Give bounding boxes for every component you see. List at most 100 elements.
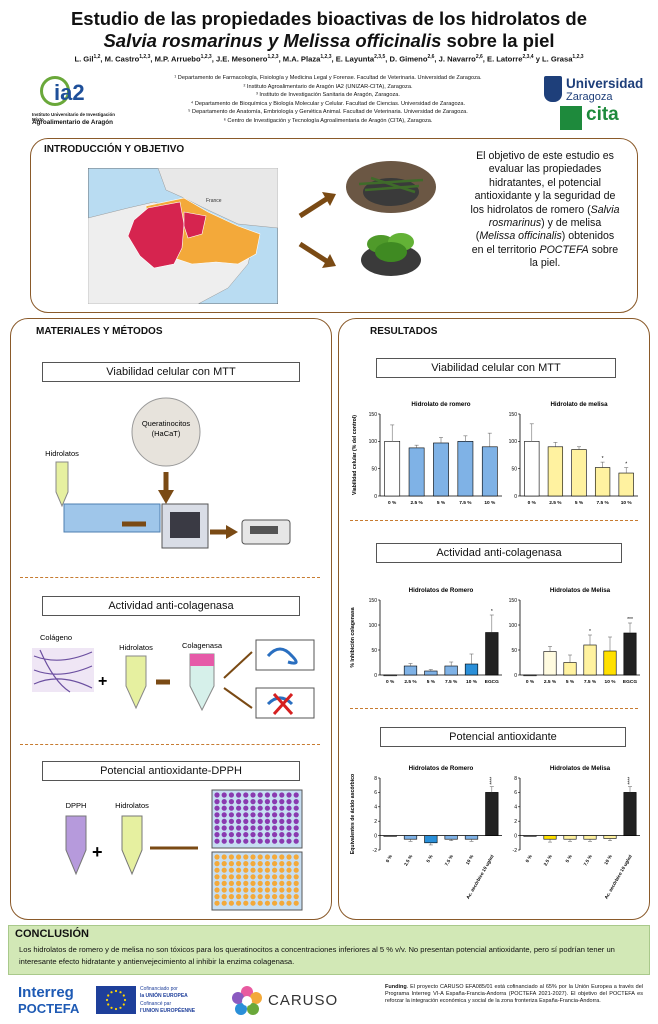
plate-well [264,900,270,906]
chart-bar [524,441,540,497]
dpph-label: DPPH [66,801,87,810]
chart-title: Hidrolatos de Melisa [550,765,611,772]
plate-well [214,880,220,886]
chart-bar [444,665,458,676]
caruso-logo-text: CARUSO [268,992,339,1009]
plate-well [272,832,278,838]
ia2-caption-1: Instituto Universitario de Investigación… [32,112,116,122]
plate-well [286,880,292,886]
unizar-logo: Universidad Zaragoza [544,76,654,106]
eu-star [122,994,125,997]
plate-well [257,861,263,867]
plate-well [228,799,234,805]
chart-xtick-label: 5 % [575,500,584,506]
ia2-caption-2: Agroalimentario de Aragón [32,119,113,126]
affiliation-line: ³ Instituto de Investigación Sanitaria d… [256,92,400,99]
interreg-logo: Interreg POCTEFA [18,984,90,1018]
plate-well [250,874,256,880]
chart-ytick-label: 50 [371,466,377,472]
eu-star [110,991,113,994]
author-list: L. Gil1,2, M. Castro1,2,3, M.P. Arruebo1… [74,54,584,64]
plate-well [214,854,220,860]
chart-xtick-label: 2.5 % [543,854,553,867]
funding-text: Funding. El proyecto CARUSO EFA085/01 es… [385,984,643,1005]
chart-bar [543,835,557,840]
plate-well [279,812,285,818]
chart-xtick-label: 2.5 % [410,500,423,506]
plate-well [257,818,263,824]
chart-bar [424,835,438,844]
plate-well [264,832,270,838]
intro-text-part-2: ) y de melisa ( [475,217,602,243]
plate-well [243,812,249,818]
plate-well [257,900,263,906]
intro-text-part-3: ) obtenidos en el territorio [471,230,615,256]
plate-well [257,825,263,831]
plate-well [272,867,278,873]
interreg-line-1: Interreg [18,984,74,1001]
eu-star [114,989,118,993]
plate-well [264,854,270,860]
eu-stars-icon [105,989,127,1011]
plate-well [257,894,263,900]
intro-text-species-2: Melissa officinalis [479,230,562,243]
chart-ytick-label: 0 [514,833,517,839]
plate-well [257,887,263,893]
chart-bar [464,835,479,840]
author-name: M.P. Arruebo [154,54,201,64]
ia2-logo: ia2 Instituto Universitario de Investiga… [28,74,118,130]
eu-star [122,1003,125,1006]
dpph-hidrolatos-label: Hidrolatos [115,801,149,810]
conclusion-box: CONCLUSIÓN Los hidrolatos de romero y de… [8,925,650,975]
chart-significance: * [602,456,604,462]
chart-xtick-label: 7.5 % [459,500,472,506]
methods-colag-title: Actividad anti-colagenasa [42,596,300,616]
eu-logo: Cofinanciado por la UNIÓN EUROPEA Cofina… [96,986,224,1018]
chart-xtick-label: 10 % [621,500,633,506]
plate-well [214,799,220,805]
plate-well [228,832,234,838]
plate-well [293,874,299,880]
eu-star [105,998,109,1002]
chart-ytick-label: 6 [374,790,377,796]
plate-well [221,887,227,893]
plate-well [228,812,234,818]
chart-bar [547,446,564,497]
chart-bar [383,674,397,677]
plate-well [221,867,227,873]
plate-well [250,805,256,811]
chart-bar [623,792,637,836]
plate-well [272,812,278,818]
chart-antioxidante-romero: Hidrolatos de Romero Equivalentes de ácid… [350,765,502,900]
plate-well [264,887,270,893]
plate-well [286,812,292,818]
plate-well [250,792,256,798]
plate-well [286,887,292,893]
plate-well [293,812,299,818]
plate-well [272,799,278,805]
chart-xtick-label: EGCG [485,679,499,685]
chart-bar [464,663,479,676]
plate-well [250,838,256,844]
plate-well [286,818,292,824]
chart-colagenasa-melisa: Hidrolatos de Melisa 0 50 100 150 0 % 2.5 % 5 %… [509,587,640,685]
colag-hidrolatos-label: Hidrolatos [119,643,153,652]
plate-well [264,799,270,805]
chart-bar [457,441,474,497]
hacat-label: (HaCaT) [152,429,181,438]
plate-well [228,818,234,824]
funding-label: Funding [385,984,407,990]
unizar-line-1: Universidad [566,76,644,91]
author-name: J. Navarro [438,54,476,64]
plate-well [286,799,292,805]
plate-well [228,887,234,893]
chart-viabilidad-romero: Hidrolato de romero Viabilidad celular (%… [352,401,502,506]
plate-well [228,894,234,900]
title-suffix: sobre la piel [441,30,555,51]
intro-title: INTRODUCCIÓN Y OBJETIVO [44,144,185,155]
affiliations: ¹ Departamento de Farmacología, Fisiolog… [128,74,528,126]
chart-ytick-label: 0 [514,673,517,679]
plate-well [279,799,285,805]
chart-ytick-label: 0 [374,673,377,679]
intro-text-part-4: sobre la piel. [529,243,619,270]
